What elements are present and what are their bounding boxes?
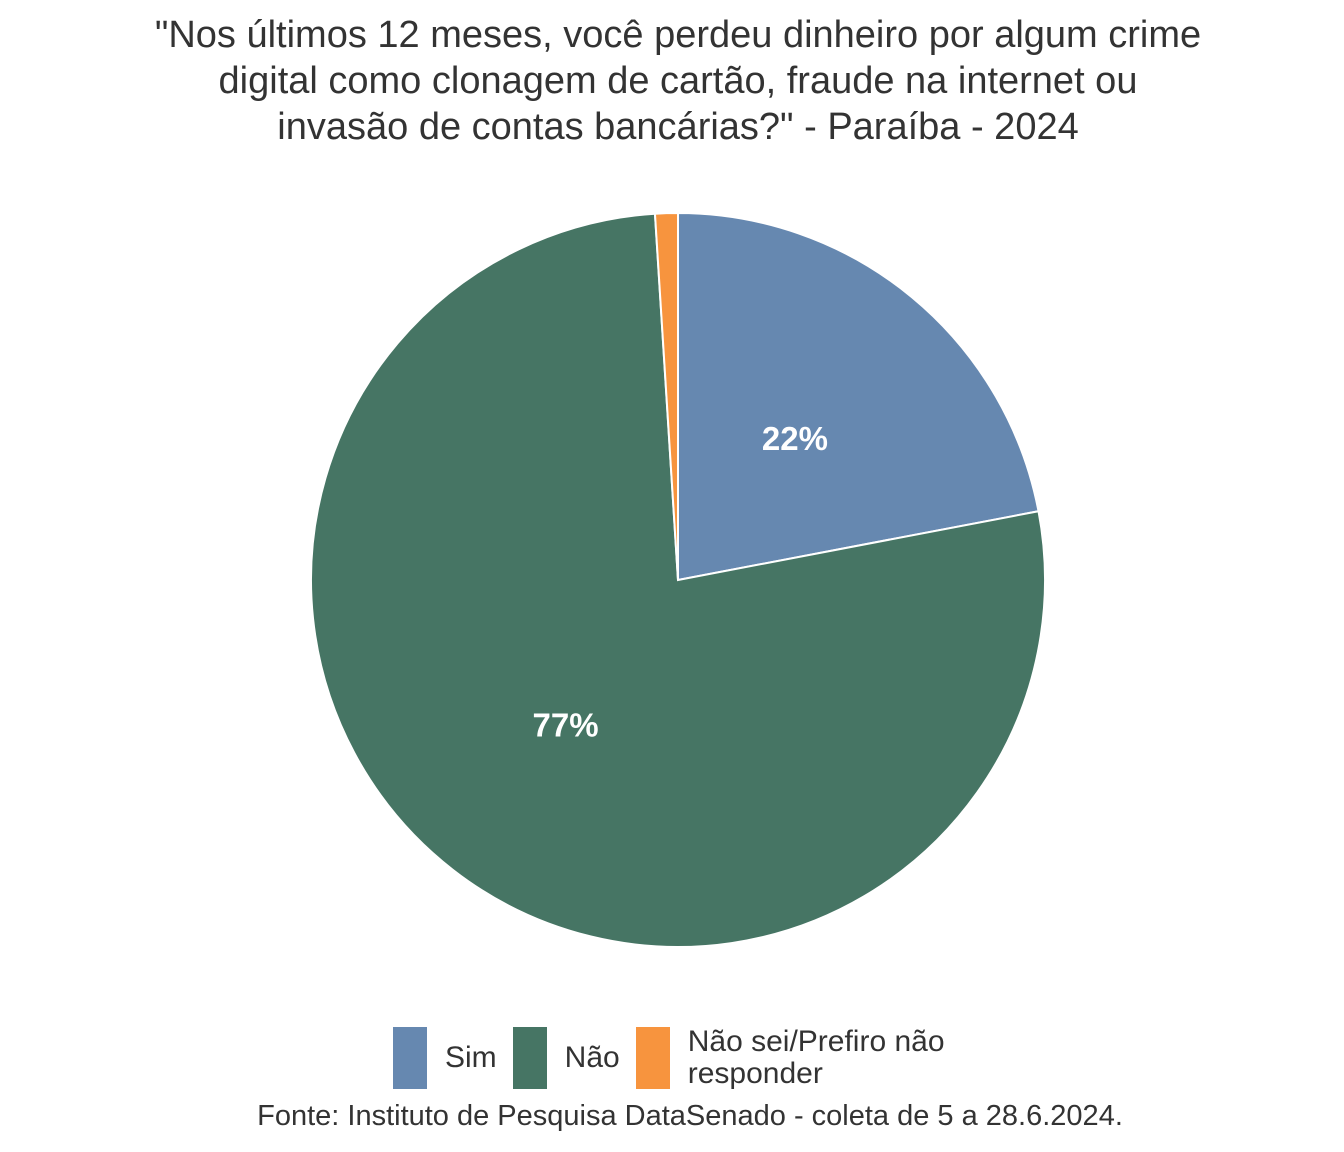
legend-label-sim: Sim xyxy=(445,1041,497,1074)
chart-title: "Nos últimos 12 meses, você perdeu dinhe… xyxy=(40,12,1316,150)
legend-swatch-nao xyxy=(512,1027,547,1089)
legend-label-nao: Não xyxy=(564,1041,620,1074)
legend-item-nao-sei: Não sei/Prefiro não responder xyxy=(635,1025,978,1090)
pie-slice-nao-sei xyxy=(653,211,679,581)
pie-label-sim: 22% xyxy=(762,420,828,457)
legend-swatch-nao-sei xyxy=(635,1027,670,1089)
chart-title-line-2: digital como clonagem de cartão, fraude … xyxy=(218,60,1138,102)
legend-item-nao: Não xyxy=(512,1027,620,1089)
pie-slice-nao xyxy=(310,212,1046,948)
legend-label-nao-sei: Não sei/Prefiro não responder xyxy=(687,1025,945,1090)
legend-swatch-sim xyxy=(393,1027,427,1089)
chart-title-line-3: invasão de contas bancárias?" - Paraíba … xyxy=(277,106,1079,148)
pie-chart: 22% 77% xyxy=(310,211,1046,948)
legend-item-sim: Sim xyxy=(393,1027,497,1089)
pie-label-nao: 77% xyxy=(533,706,599,743)
legend: Sim Não Não sei/Prefiro não responder xyxy=(393,1026,994,1090)
chart-title-line-1: "Nos últimos 12 meses, você perdeu dinhe… xyxy=(154,14,1202,56)
chart-source: Fonte: Instituto de Pesquisa DataSenado … xyxy=(257,1100,1123,1132)
pie-slice-sim xyxy=(677,211,1040,582)
